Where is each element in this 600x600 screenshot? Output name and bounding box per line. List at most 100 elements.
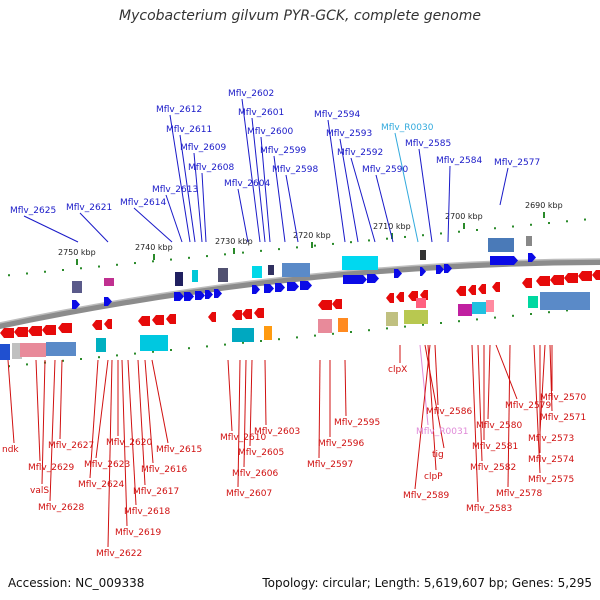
tick-dot (26, 272, 28, 275)
feature-block (338, 318, 348, 332)
gene-arrow (264, 284, 274, 293)
forward-leader-line (350, 157, 376, 243)
feature-block (404, 310, 428, 324)
gene-arrow (166, 314, 176, 324)
genome-summary-text: Topology: circular; Length: 5,619,607 bp… (262, 576, 592, 590)
forward-gene-label: Mflv_2621 (66, 203, 112, 213)
reverse-leader-line (137, 359, 146, 486)
scale-tick-mark (463, 223, 465, 229)
feature-block (540, 292, 590, 310)
tick-dot (422, 234, 424, 237)
scale-tick-mark (543, 212, 545, 218)
feature-block (175, 272, 183, 286)
feature-block (252, 266, 262, 278)
tick-dot (494, 316, 496, 319)
gene-arrow (72, 300, 80, 309)
reverse-gene-label: Mflv_2589 (403, 491, 449, 501)
forward-gene-label: Mflv_R0030 (381, 123, 434, 133)
forward-leader-line (165, 194, 183, 243)
reverse-leader-line (507, 344, 511, 488)
tick-dot (278, 338, 280, 341)
tick-dot (314, 244, 316, 247)
tick-dot (134, 352, 136, 355)
reverse-leader-line (7, 359, 15, 444)
forward-gene-labels: Mflv_2625 Mflv_2621 Mflv_2614 Mflv_2613 Mflv… (10, 89, 540, 216)
tick-dot (512, 225, 514, 228)
forward-gene-leader-lines (23, 98, 509, 243)
gene-arrow (58, 323, 72, 333)
gene-arrow (394, 269, 402, 278)
reverse-gene-label: Mflv_2573 (528, 434, 574, 444)
reverse-gene-labels: ndk Mflv_2629 valS Mflv_2628 Mflv_2627 Mflv_2… (2, 365, 586, 559)
forward-gene-label: Mflv_2602 (228, 89, 274, 99)
feature-block (96, 338, 106, 352)
tick-dot (440, 232, 442, 235)
forward-gene-label: Mflv_2600 (247, 127, 293, 137)
tick-dot (386, 237, 388, 240)
tick-dot (584, 218, 586, 221)
gene-arrow (444, 264, 452, 273)
tick-dot (152, 350, 154, 353)
tick-dot (188, 347, 190, 350)
tick-dot (368, 329, 370, 332)
genome-title: Mycobacterium gilvum PYR-GCK, complete g… (119, 8, 481, 24)
scale-tick-label: 2710 kbp (373, 222, 411, 231)
reverse-gene-label: ndk (2, 445, 19, 455)
reverse-leader-line (89, 359, 99, 479)
reverse-leader-line (539, 344, 546, 433)
tick-dot (242, 251, 244, 254)
reverse-gene-label: Mflv_2623 (84, 460, 130, 470)
reverse-gene-label: Mflv_2617 (133, 487, 179, 497)
tick-dot (440, 322, 442, 324)
feature-blocks (0, 236, 590, 360)
gene-arrow (343, 275, 367, 284)
gene-arrow (456, 286, 466, 296)
tick-dot (530, 223, 532, 226)
tick-dot (404, 235, 406, 238)
forward-leader-line (133, 207, 173, 243)
forward-gene-label: Mflv_2593 (326, 129, 372, 139)
scale-tick-label: 2750 kbp (58, 248, 96, 257)
gene-arrow (408, 291, 418, 301)
forward-gene-label: Mflv_2584 (436, 156, 482, 166)
tick-dot (296, 336, 298, 339)
reverse-gene-label: clpP (424, 472, 443, 482)
reverse-gene-label: Mflv_2596 (318, 439, 364, 449)
forward-leader-line (193, 152, 203, 243)
feature-block (218, 268, 228, 282)
tick-dot (242, 341, 244, 344)
reverse-leader-line (427, 344, 437, 471)
feature-block (20, 343, 46, 357)
reverse-leader-line (243, 359, 247, 468)
scale-tick-label: 2730 kbp (215, 237, 253, 246)
forward-gene-label: Mflv_2599 (260, 146, 306, 156)
feature-block (386, 312, 398, 326)
reverse-gene-label: Mflv_2616 (141, 465, 187, 475)
gene-arrow (522, 278, 532, 288)
gene-arrow (275, 283, 285, 292)
tick-dot (98, 356, 100, 359)
reverse-gene-label: Mflv_2620 (106, 438, 152, 448)
tick-dot (134, 262, 136, 265)
forward-gene-label: Mflv_2611 (166, 125, 212, 135)
reverse-gene-label: Mflv_2618 (124, 507, 170, 517)
forward-leader-line (260, 136, 271, 243)
forward-gene-label: Mflv_2592 (337, 148, 383, 158)
reverse-gene-label: clpX (388, 365, 407, 375)
reverse-gene-label: valS (30, 486, 49, 496)
feature-block (268, 265, 274, 275)
tick-dot (530, 313, 532, 315)
reverse-gene-label: Mflv_2610 (220, 433, 266, 443)
forward-gene-label: Mflv_2609 (180, 143, 226, 153)
gene-arrow (396, 292, 404, 302)
gene-arrow (138, 316, 150, 326)
reverse-gene-label: Mflv_2603 (254, 427, 300, 437)
feature-block (472, 302, 486, 314)
feature-block (282, 263, 310, 277)
tick-dot (152, 260, 154, 263)
gene-arrow (14, 327, 28, 337)
scale-ticks: 2750 kbp 2740 kbp 2730 kbp 2720 kbp 2710 kbp… (58, 201, 563, 265)
reverse-leader-line (434, 344, 439, 406)
forward-leader-line (23, 215, 79, 243)
